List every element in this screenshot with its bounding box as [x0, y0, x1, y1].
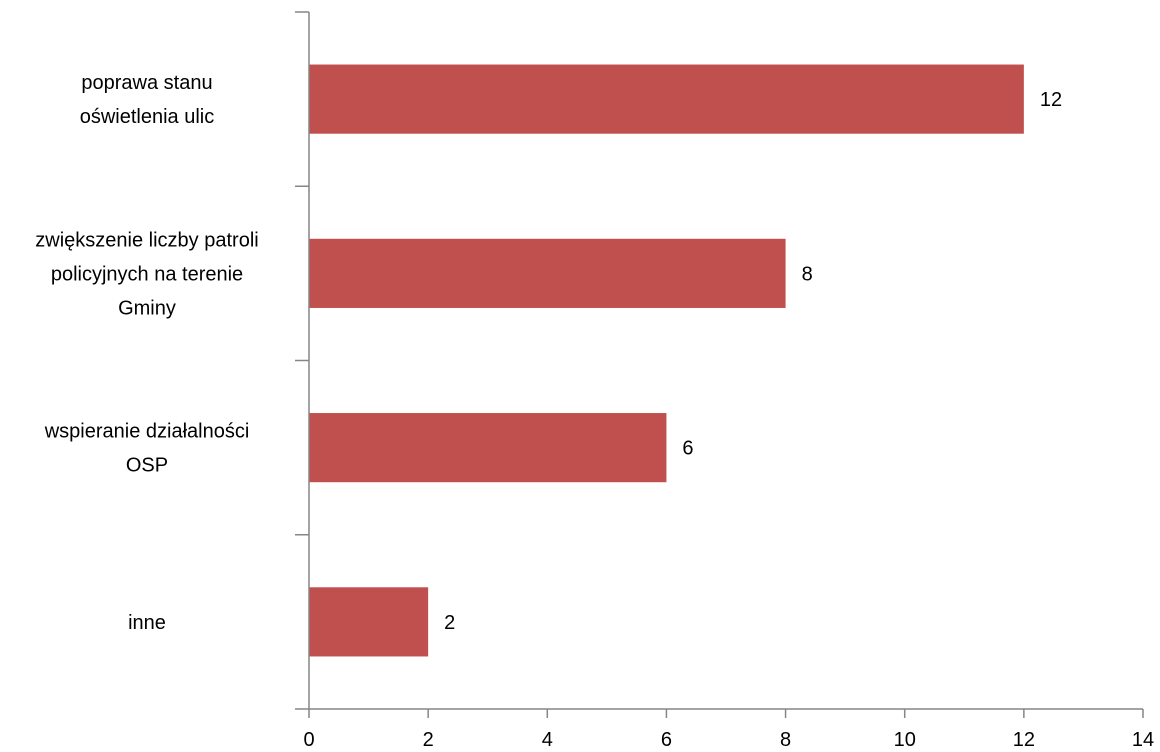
- data-label-2: 6: [682, 438, 693, 460]
- category-label-0-line-1: oświetlenia ulic: [80, 106, 215, 128]
- category-label-0: poprawa stanu oświetlenia ulic: [80, 72, 215, 128]
- category-label-2-line-1: OSP: [126, 455, 168, 477]
- x-tick-label-4: 8: [780, 729, 791, 751]
- category-label-1-line-0: zwiększenie liczby patroli: [35, 229, 258, 251]
- category-label-0-line-0: poprawa stanu: [81, 72, 212, 94]
- data-label-3: 2: [444, 612, 455, 634]
- category-label-1-line-1: policyjnych na terenie: [51, 263, 243, 285]
- bar-1: [309, 238, 786, 308]
- labels: 12 poprawa stanu oświetlenia ulic 8 zwiększe…: [35, 72, 1154, 751]
- category-label-3-line-0: inne: [128, 612, 166, 634]
- x-tick-label-7: 14: [1132, 729, 1154, 751]
- axes: [295, 11, 1144, 718]
- x-tick-label-0: 0: [303, 729, 314, 751]
- x-tick-label-3: 6: [661, 729, 672, 751]
- x-tick-label-1: 2: [423, 729, 434, 751]
- x-tick-label-5: 10: [894, 729, 916, 751]
- category-label-1-line-2: Gminy: [118, 297, 176, 319]
- category-label-1: zwiększenie liczby patroli policyjnych na…: [35, 229, 258, 319]
- x-tick-label-2: 4: [542, 729, 553, 751]
- bar-3: [309, 587, 429, 657]
- bar-2: [309, 413, 667, 483]
- bars: [309, 64, 1024, 657]
- data-label-0: 12: [1040, 89, 1062, 111]
- category-label-2-line-0: wspieranie działalności: [44, 421, 250, 443]
- x-tick-label-6: 12: [1013, 729, 1035, 751]
- bar-0: [309, 64, 1024, 134]
- data-label-1: 8: [802, 263, 813, 285]
- category-label-3: inne: [128, 612, 166, 634]
- category-label-2: wspieranie działalności OSP: [44, 421, 250, 477]
